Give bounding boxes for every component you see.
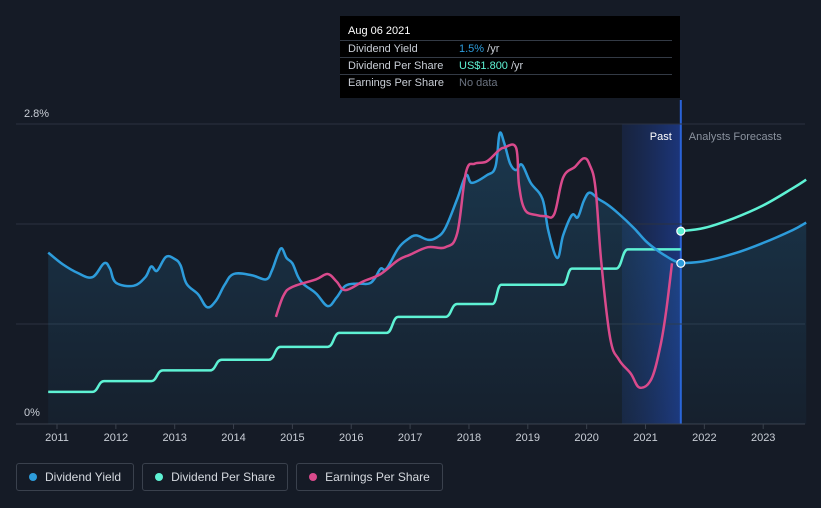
dividend-yield-line [47,131,682,309]
legend-label: Earnings Per Share [325,470,430,484]
tooltip-value-group: US$1.800 /yr [459,60,523,72]
y-axis-min-label: 0% [24,407,40,419]
x-tick-label-2012: 2012 [104,432,128,444]
highlight-point-1 [676,258,686,268]
earnings-per-share-line [274,143,674,390]
legend-item-dividend-per-share[interactable]: Dividend Per Share [142,463,289,491]
chart-legend: Dividend Yield Dividend Per Share Earnin… [16,463,443,493]
tooltip-unit: /yr [484,43,500,55]
dividend-per-share-line [48,248,681,394]
tooltip-value: US$1.800 [459,60,508,72]
tooltip-label: Dividend Yield [348,43,418,55]
x-tick-label-2011: 2011 [45,432,69,444]
legend-label: Dividend Per Share [171,470,276,484]
tooltip-label: Earnings Per Share [348,77,444,89]
tooltip-date: Aug 06 2021 [348,25,411,37]
tooltip-value-group: 1.5% /yr [459,43,499,55]
y-axis-max-label: 2.8% [24,108,49,120]
hover-tooltip: Aug 06 2021 Dividend Yield 1.5% /yr Divi… [340,16,680,98]
tooltip-row-dividend-per-share: Dividend Per Share US$1.800 /yr [340,57,672,75]
legend-item-earnings-per-share[interactable]: Earnings Per Share [296,463,443,491]
x-tick-label-2019: 2019 [516,432,540,444]
dividend-yield-forecast-line [680,221,807,265]
x-tick-label-2020: 2020 [574,432,598,444]
legend-dot-icon [155,473,164,481]
forecast-label: Analysts Forecasts [689,131,782,143]
tooltip-value: No data [459,77,498,89]
x-tick-label-2023: 2023 [751,432,775,444]
x-tick-label-2016: 2016 [339,432,363,444]
legend-dot-icon [29,473,37,481]
tooltip-value: 1.5% [459,43,485,55]
legend-item-dividend-yield[interactable]: Dividend Yield [16,463,135,491]
x-tick-label-2022: 2022 [692,432,716,444]
x-tick-label-2017: 2017 [398,432,422,444]
tooltip-value-group: No data [459,77,498,89]
x-tick-label-2014: 2014 [221,432,245,444]
tooltip-unit: /yr [507,60,524,72]
highlight-point-0 [676,226,686,236]
tooltip-row-earnings-per-share: Earnings Per Share No data [340,74,672,92]
legend-label: Dividend Yield [45,470,122,484]
past-label: Past [650,131,672,143]
x-tick-label-2021: 2021 [633,432,657,444]
legend-dot-icon [309,473,318,481]
x-tick-label-2018: 2018 [457,432,481,444]
dividend-yield-area [48,132,807,425]
tooltip-row-dividend-yield: Dividend Yield 1.5% /yr [340,40,672,58]
tooltip-label: Dividend Per Share [348,60,444,72]
dividend-per-share-forecast-line [680,178,807,233]
x-tick-label-2013: 2013 [162,432,186,444]
x-tick-label-2015: 2015 [280,432,304,444]
